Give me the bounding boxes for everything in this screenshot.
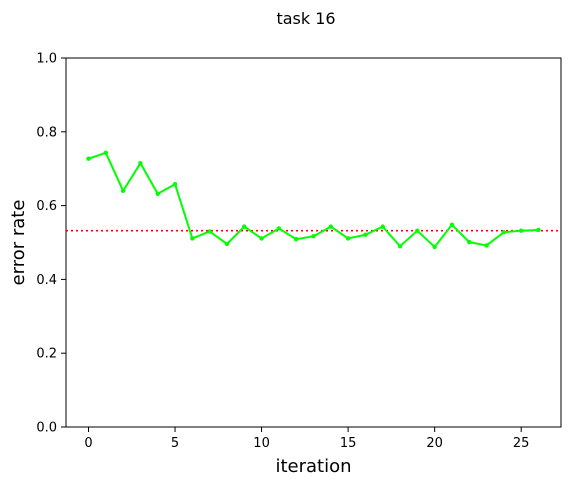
x-tick-label: 0 xyxy=(84,436,92,451)
data-point xyxy=(86,156,91,161)
data-point xyxy=(345,236,351,241)
x-tick-label: 25 xyxy=(513,436,530,451)
data-point xyxy=(120,188,126,194)
data-point xyxy=(293,236,299,242)
y-tick-label: 0.8 xyxy=(36,125,57,140)
chart-title: task 16 xyxy=(276,9,335,28)
y-axis-ticks: 0.0 0.2 0.4 0.6 0.8 1.0 xyxy=(36,52,66,436)
y-tick-label: 0.2 xyxy=(36,347,57,362)
data-point xyxy=(155,191,160,196)
data-point xyxy=(536,227,541,233)
data-point xyxy=(276,226,282,231)
x-axis-ticks: 0 5 10 15 20 25 xyxy=(84,427,529,451)
x-axis-label: iteration xyxy=(275,456,351,477)
data-point xyxy=(311,234,316,239)
data-point xyxy=(467,239,472,245)
data-point xyxy=(397,243,403,249)
series-layer xyxy=(86,150,541,250)
x-tick-label: 20 xyxy=(426,436,443,451)
data-point xyxy=(242,224,247,229)
series-line xyxy=(88,151,539,248)
data-point xyxy=(190,236,195,241)
y-axis-label: error rate xyxy=(8,200,29,286)
x-tick-label: 5 xyxy=(171,436,179,451)
y-tick-label: 1.0 xyxy=(36,52,57,67)
x-tick-label: 15 xyxy=(340,436,357,451)
data-point xyxy=(449,222,455,227)
data-point xyxy=(138,160,143,166)
data-point xyxy=(484,243,489,248)
data-point xyxy=(380,224,385,229)
data-point xyxy=(328,224,334,229)
data-point xyxy=(207,229,212,234)
data-point xyxy=(172,181,178,187)
data-point xyxy=(518,228,524,233)
data-point xyxy=(501,229,507,235)
y-tick-label: 0.6 xyxy=(36,199,57,214)
data-point xyxy=(224,241,230,247)
y-tick-label: 0.4 xyxy=(36,273,57,288)
y-tick-label: 0.0 xyxy=(36,421,57,436)
plot-area xyxy=(65,57,562,428)
data-point xyxy=(415,228,420,233)
data-point xyxy=(432,244,437,250)
data-point xyxy=(103,150,109,156)
x-tick-label: 10 xyxy=(253,436,270,451)
data-point xyxy=(363,232,368,237)
data-point xyxy=(259,236,264,241)
